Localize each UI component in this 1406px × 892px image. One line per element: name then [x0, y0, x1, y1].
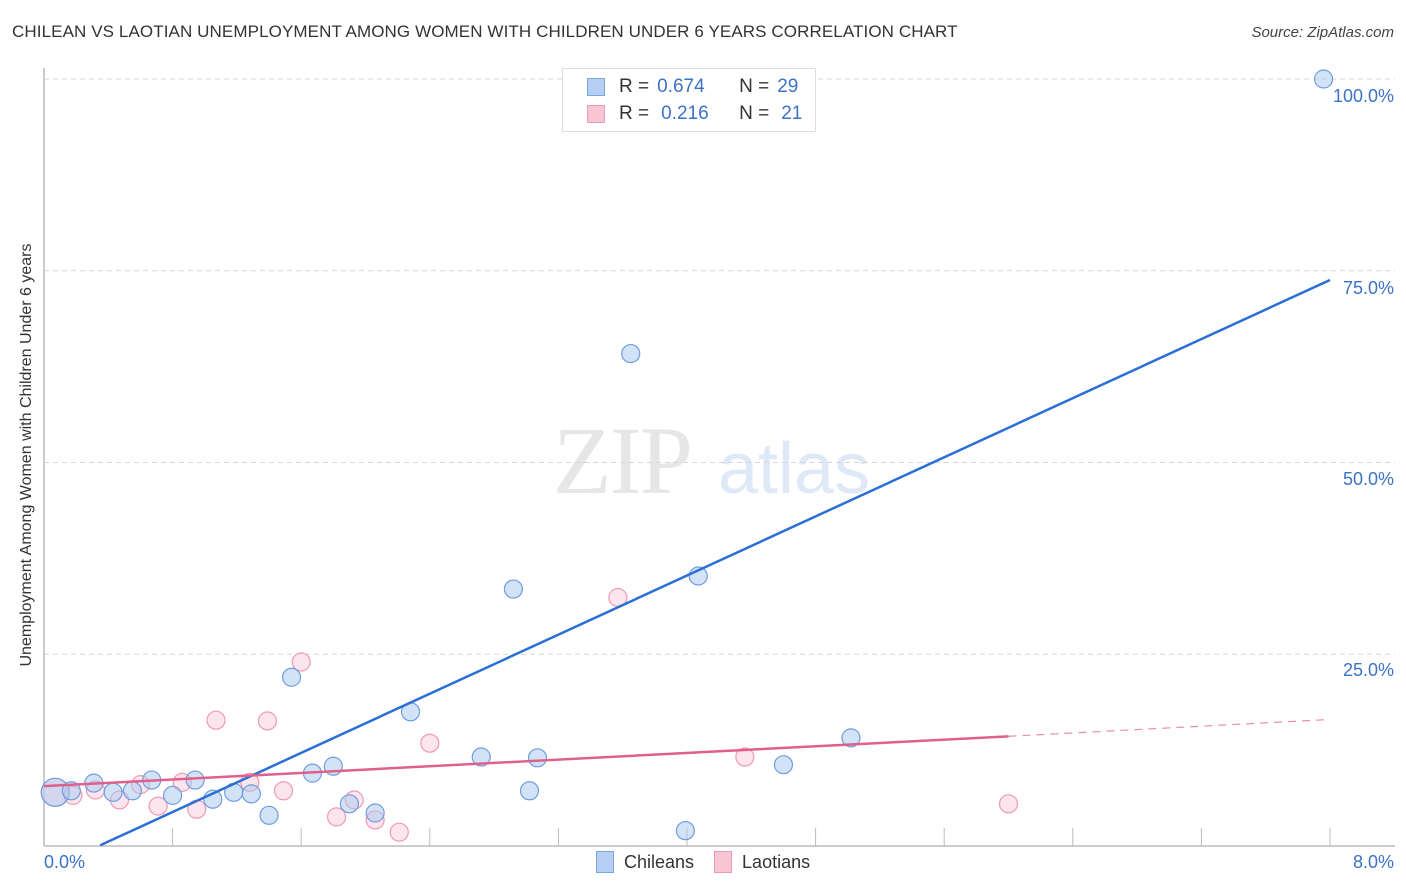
data-point	[281, 667, 302, 687]
data-point	[621, 343, 641, 364]
series-legend: Chileans Laotians	[596, 851, 830, 873]
data-point	[389, 822, 409, 842]
data-point	[122, 781, 143, 801]
legend-item-laotians[interactable]: Laotians	[714, 851, 810, 873]
data-point	[148, 796, 168, 816]
data-point	[241, 784, 261, 804]
watermark-zip: ZIP	[553, 407, 693, 514]
chart-title: CHILEAN VS LAOTIAN UNEMPLOYMENT AMONG WO…	[12, 22, 958, 41]
legend-row-laotians: R = 0.216 N = 21	[587, 102, 802, 126]
data-point	[841, 728, 861, 748]
data-point	[503, 579, 523, 599]
data-point	[257, 711, 278, 731]
legend-item-chileans[interactable]: Chileans	[596, 851, 694, 873]
r-label: R =	[619, 76, 650, 97]
gridlines	[44, 78, 1395, 655]
n-label: N =	[739, 103, 770, 124]
chileans-swatch	[596, 851, 614, 873]
data-point	[206, 710, 226, 730]
data-point	[185, 770, 205, 790]
laotians-swatch	[587, 105, 605, 123]
chileans-swatch	[587, 78, 605, 96]
x-tick-8: 8.0%	[1352, 852, 1394, 872]
data-point	[527, 748, 548, 768]
y-tick-100: 100.0%	[1332, 86, 1394, 106]
trendlines	[43, 278, 1331, 847]
r-value: 0.216	[661, 103, 709, 124]
data-point	[326, 807, 347, 827]
data-point	[259, 805, 279, 825]
r-label: R =	[619, 103, 650, 124]
data-point	[291, 652, 311, 672]
data-point	[273, 781, 294, 801]
data-point	[339, 794, 360, 814]
stats-legend: R = 0.674 N = 29 R = 0.216 N = 21	[562, 68, 816, 132]
chileans-points	[40, 69, 1334, 841]
data-point	[998, 794, 1019, 814]
legend-row-chileans: R = 0.674 N = 29	[587, 75, 798, 99]
legend-label: Chileans	[624, 851, 695, 872]
n-label: N =	[739, 76, 770, 97]
data-point	[675, 821, 695, 841]
axes	[43, 68, 1395, 847]
data-point	[471, 747, 491, 767]
data-point	[773, 755, 794, 775]
source-label: Source: ZipAtlas.com	[1251, 24, 1394, 41]
data-point	[163, 785, 183, 805]
data-point	[61, 781, 81, 801]
data-point	[735, 747, 755, 767]
r-value: 0.674	[657, 76, 705, 97]
x-tick-0: 0.0%	[44, 852, 86, 872]
data-point	[519, 781, 540, 801]
y-axis-label: Unemployment Among Women with Children U…	[18, 243, 35, 667]
n-value: 21	[781, 103, 803, 124]
data-point	[103, 782, 123, 802]
data-point	[420, 733, 440, 753]
data-point	[1313, 69, 1334, 89]
y-tick-75: 75.0%	[1342, 278, 1394, 298]
n-value: 29	[777, 76, 799, 97]
y-tick-25: 25.0%	[1342, 660, 1394, 680]
legend-label: Laotians	[742, 851, 811, 872]
laotians-trendline-extension	[1008, 718, 1331, 737]
watermark-atlas: atlas	[718, 429, 871, 509]
laotians-trendline	[43, 735, 1009, 788]
y-tick-50: 50.0%	[1342, 469, 1394, 489]
chileans-trendline	[99, 278, 1331, 847]
laotians-swatch	[714, 851, 733, 873]
laotians-points	[40, 587, 1019, 842]
data-point	[365, 803, 385, 823]
